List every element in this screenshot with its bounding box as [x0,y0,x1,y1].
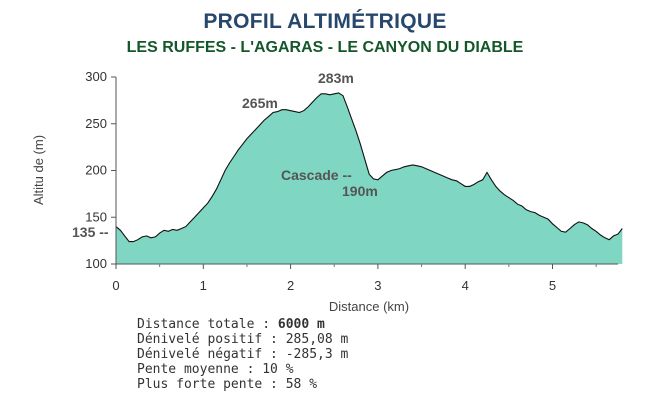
x-tick-label: 4 [462,278,469,293]
y-tick-label: 300 [85,69,107,84]
annotation-peak: 283m [318,70,354,86]
annotation-190: 190m [342,183,378,199]
x-tick-label: 2 [287,278,294,293]
page-title: PROFIL ALTIMÉTRIQUE [203,10,447,33]
y-tick-label: 200 [85,163,107,178]
stat-negative-gain: Dénivelé négatif : -285,3 m [137,347,348,362]
stat-max-value: 58 % [285,377,318,392]
stat-max-label: Plus forte pente : [137,377,286,392]
x-tick-label: 1 [200,278,207,293]
stat-average-label: Pente moyenne : [137,362,263,377]
x-axis-label: Distance (km) [329,299,409,314]
stat-negative-value: -285,3 m [285,347,349,362]
x-tick-label: 0 [112,278,119,293]
tick-labels: 100 150 200 250 300 0 1 2 3 4 5 [85,69,556,293]
stat-positive-label: Dénivelé positif : [137,332,286,347]
elevation-area [116,92,623,265]
stat-positive-value: 285,08 m [285,332,349,347]
elevation-line [115,92,623,243]
axes [111,76,618,269]
x-tick-label: 3 [374,278,381,293]
stat-max-slope: Plus forte pente : 58 % [137,377,348,392]
stat-distance-value: 6000 m [277,317,325,332]
stat-distance: Distance totale : 6000 m [137,317,348,332]
stat-positive-gain: Dénivelé positif : 285,08 m [137,332,348,347]
route-subtitle: LES RUFFES - L'AGARAS - LE CANYON DU DIA… [126,39,524,56]
stat-average-slope: Pente moyenne : 10 % [137,362,348,377]
y-tick-label: 250 [85,116,107,131]
route-stats: Distance totale : 6000 m Dénivelé positi… [137,317,348,392]
y-axis-label: Altitu de (m) [31,135,46,205]
x-tick-label: 5 [549,278,556,293]
stat-average-value: 10 % [262,362,294,377]
y-tick-label: 100 [85,256,107,271]
y-tick-label: 150 [85,209,107,224]
stat-negative-label: Dénivelé négatif : [137,347,286,362]
annotation-cascade: Cascade -- [281,167,352,183]
stat-distance-label: Distance totale : [137,317,278,332]
annotation-start: 135 -- [72,224,109,240]
annotation-265: 265m [242,95,278,111]
